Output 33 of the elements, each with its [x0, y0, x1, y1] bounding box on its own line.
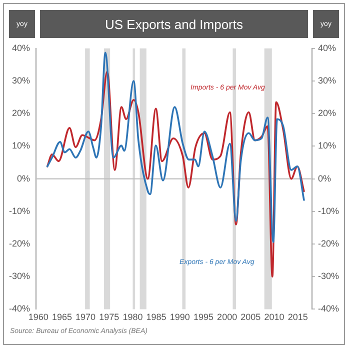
x-tick-label: 1960: [28, 312, 48, 322]
y-tick-label: -40%: [8, 304, 30, 314]
y2-tick-label: -30%: [318, 271, 340, 282]
x-tick-label: 1995: [193, 312, 214, 322]
line-series: [46, 70, 305, 278]
x-tick-label: 2005: [240, 312, 261, 322]
x-tick-label: 1965: [52, 312, 72, 322]
y-tick-label: 20%: [12, 108, 30, 118]
y2-tick-label: 30%: [318, 75, 336, 86]
y-tick-label: -30%: [8, 271, 30, 282]
y-tick-label: 10%: [12, 140, 30, 151]
x-tick-label: 2000: [217, 312, 238, 322]
y2-tick-label: -20%: [318, 238, 340, 248]
y-tick-label: 0%: [16, 173, 30, 184]
y2-tick-label: 10%: [318, 140, 336, 151]
x-tick-label: 1970: [76, 312, 96, 322]
y-tick-label: 40%: [12, 42, 30, 53]
y2-tick-label: -40%: [318, 304, 340, 314]
y2-tick-label: 20%: [318, 108, 336, 118]
chart-title: US Exports and Imports: [40, 10, 308, 38]
y-tick-label: 30%: [12, 75, 30, 86]
y2-tick-label: 40%: [318, 42, 336, 53]
x-tick-label: 1975: [99, 312, 120, 322]
x-tick-label: 2015: [288, 312, 308, 322]
line-series: [46, 52, 305, 243]
x-tick-label: 1990: [170, 312, 190, 322]
y2-tick-label: 0%: [318, 173, 332, 184]
y-tick-label: -20%: [8, 238, 30, 248]
y2-tick-label: -10%: [318, 206, 340, 216]
x-tick-label: 1980: [122, 312, 143, 322]
x-tick-label: 2010: [264, 312, 284, 322]
x-tick-label: 1985: [146, 312, 166, 322]
y-tick-label: -10%: [8, 206, 30, 216]
